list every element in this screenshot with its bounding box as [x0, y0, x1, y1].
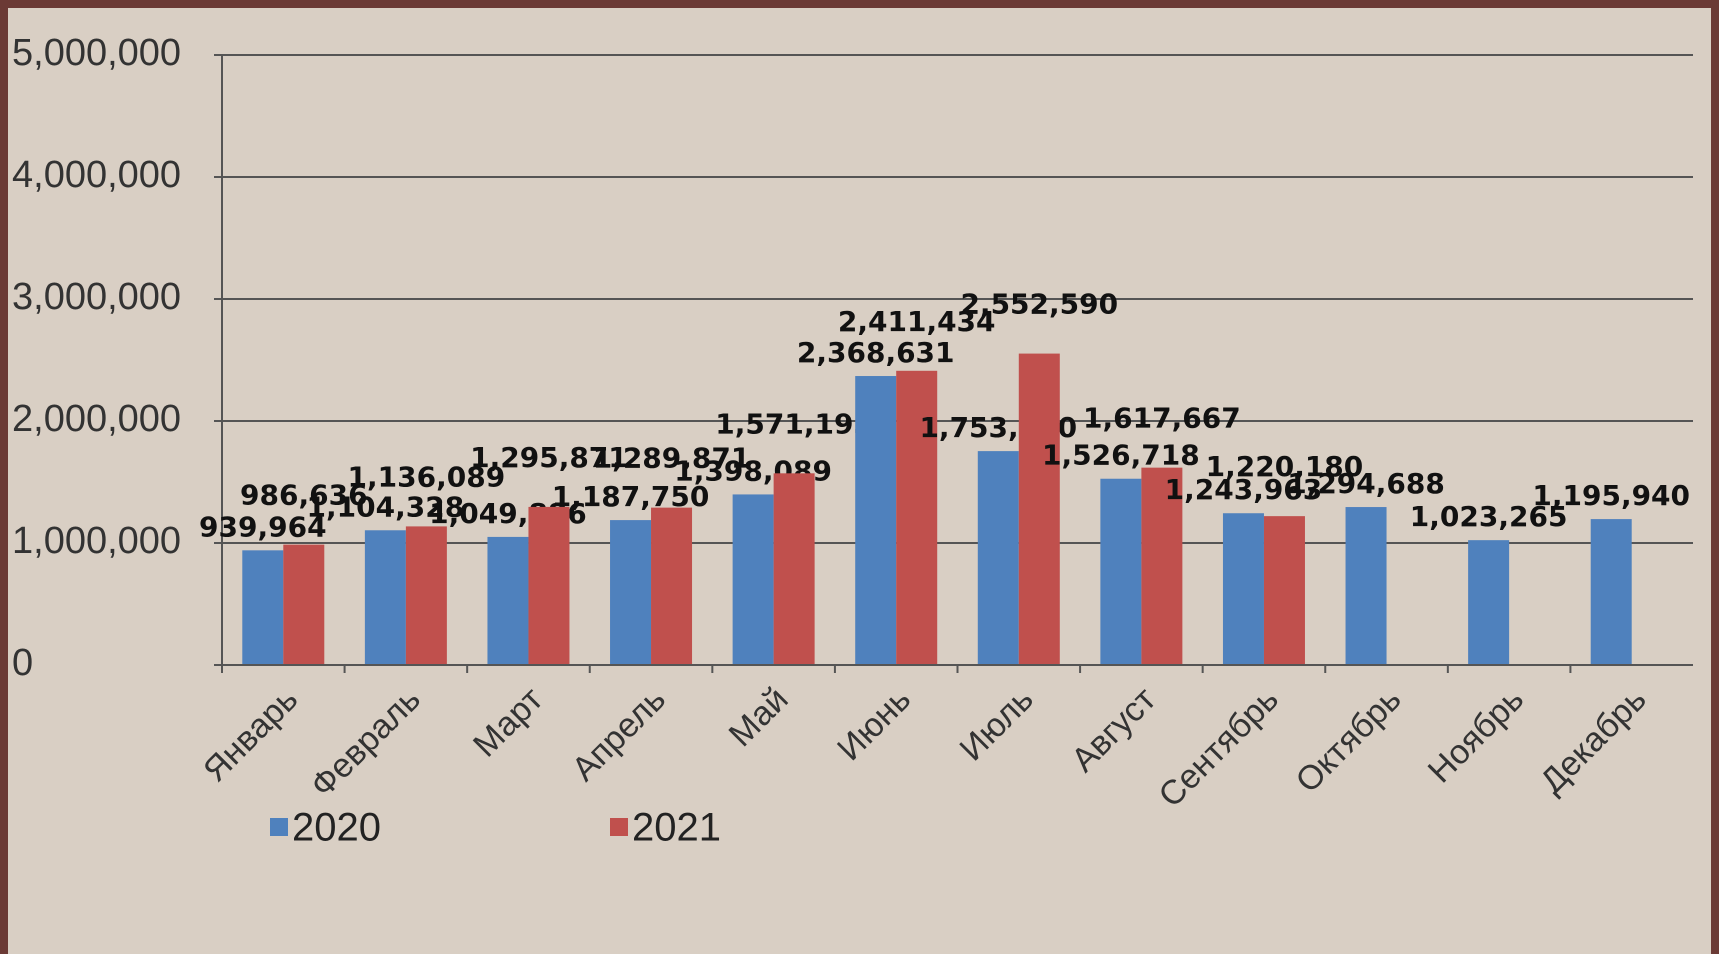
- bar: [1468, 540, 1510, 665]
- bar: [1263, 516, 1305, 665]
- data-label: 1,295,871: [470, 441, 628, 474]
- bar: [855, 376, 897, 665]
- bar: [1018, 353, 1060, 665]
- data-label: 939,964: [199, 510, 327, 543]
- legend-label: 2021: [632, 806, 721, 850]
- data-label: 1,617,667: [1083, 402, 1241, 435]
- bar: [732, 494, 774, 665]
- bar: [242, 550, 284, 665]
- data-label: 2,552,590: [960, 288, 1118, 321]
- bar: [1100, 478, 1142, 665]
- data-label: 1,243,963: [1165, 473, 1323, 506]
- bar: [896, 370, 938, 665]
- data-label: 2,411,434: [838, 305, 996, 338]
- data-label: 1,195,940: [1532, 479, 1690, 512]
- data-label: 1,294,688: [1287, 467, 1445, 500]
- data-label: 1,289,871: [593, 442, 751, 475]
- legend-label: 2020: [292, 806, 381, 850]
- y-tick-label: 4,000,000: [12, 154, 181, 196]
- bar: [364, 530, 406, 665]
- bar: [610, 520, 652, 665]
- bar: [1222, 513, 1264, 665]
- legend-swatch: [270, 818, 288, 836]
- bar: [1590, 519, 1632, 665]
- data-label: 2,368,631: [797, 336, 955, 369]
- data-label: 986,636: [240, 479, 368, 512]
- legend-swatch: [610, 818, 628, 836]
- data-label: 1,526,718: [1042, 439, 1200, 472]
- bar: [1141, 467, 1183, 665]
- y-tick-label: 5,000,000: [12, 32, 181, 74]
- bar: [977, 451, 1019, 665]
- y-tick-label: 0: [12, 642, 33, 684]
- data-label: 1,571,193: [715, 407, 873, 440]
- data-label: 1,187,750: [552, 480, 710, 513]
- bar: [1345, 507, 1387, 665]
- data-label: 1,023,265: [1410, 500, 1568, 533]
- bar: [528, 506, 570, 665]
- bar: [283, 544, 325, 665]
- bar: [487, 536, 529, 665]
- data-label: 1,220,180: [1206, 450, 1364, 483]
- bar: [405, 526, 447, 665]
- data-label: 1,136,089: [348, 460, 506, 493]
- bar: [651, 507, 693, 665]
- y-tick-label: 2,000,000: [12, 398, 181, 440]
- y-tick-label: 3,000,000: [12, 276, 181, 318]
- data-label: 1,104,328: [307, 490, 465, 523]
- y-tick-label: 1,000,000: [12, 520, 181, 562]
- bar: [773, 473, 815, 665]
